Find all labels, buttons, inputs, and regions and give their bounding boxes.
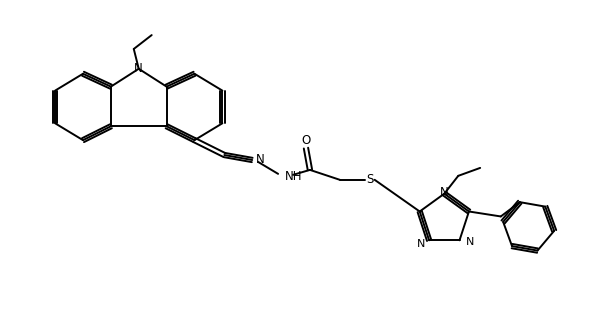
Text: NH: NH xyxy=(285,170,303,183)
Text: O: O xyxy=(301,134,310,147)
Text: N: N xyxy=(440,186,449,199)
Text: N: N xyxy=(417,239,425,249)
Text: N: N xyxy=(256,154,265,167)
Text: N: N xyxy=(466,237,474,247)
Text: S: S xyxy=(366,173,373,186)
Text: N: N xyxy=(134,62,143,75)
